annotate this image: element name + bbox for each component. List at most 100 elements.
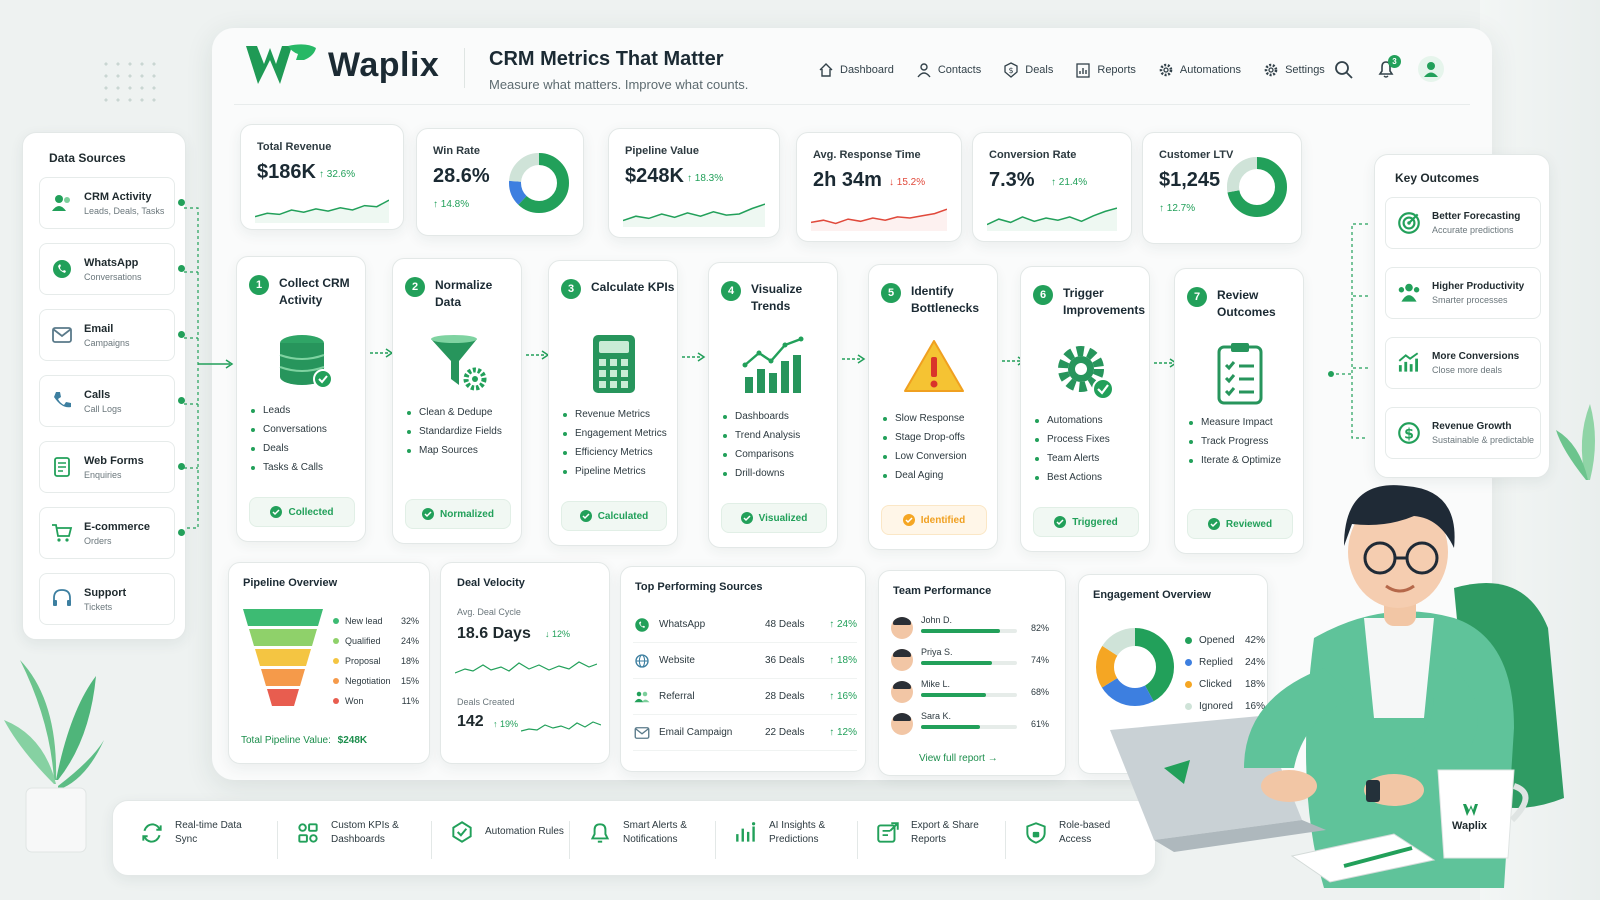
data-source-subtitle: Tickets	[84, 601, 113, 612]
source-row[interactable]: Email Campaign 22 Deals ↑ 12%	[633, 715, 857, 751]
step-bullet-item: Revenue Metrics	[563, 409, 675, 420]
legend-value: 24%	[400, 636, 419, 646]
feature-item[interactable]: Real-time Data Sync	[139, 819, 255, 847]
kpi-card[interactable]: Avg. Response Time 2h 34m ↓ 15.2%	[796, 132, 962, 242]
legend-value: 16%	[1244, 700, 1265, 712]
team-member-row: Mike L. 68%	[891, 677, 1059, 709]
kpi-card[interactable]: Total Revenue $186K ↑ 32.6%	[240, 124, 404, 230]
outcome-item[interactable]: More Conversions Close more deals	[1385, 337, 1541, 389]
process-step-card[interactable]: 2 Normalize Data Clean & Dedupe Standardize…	[392, 258, 522, 544]
step-bullet-item: Slow Response	[883, 413, 995, 424]
data-source-item[interactable]: E-commerce Orders	[39, 507, 175, 559]
data-source-text: Calls Call Logs	[84, 389, 122, 414]
step-bullet-item: Team Alerts	[1035, 453, 1147, 464]
source-row[interactable]: Website 36 Deals ↑ 18%	[633, 643, 857, 679]
source-row[interactable]: WhatsApp 48 Deals ↑ 24%	[633, 607, 857, 643]
step-icon-wrap	[1205, 339, 1275, 409]
process-step-card[interactable]: 5 Identify Bottlenecks Slow Response Stage …	[868, 264, 998, 550]
step-number: 1	[249, 275, 269, 295]
outcome-item[interactable]: Better Forecasting Accurate predictions	[1385, 197, 1541, 249]
dollar-icon: $	[1004, 62, 1018, 78]
view-full-report-link[interactable]: View full report →	[919, 753, 998, 764]
feature-item[interactable]: Smart Alerts & Notifications	[587, 819, 703, 847]
nav-dashboard[interactable]: Dashboard	[818, 62, 894, 78]
feature-label: Automation Rules	[485, 826, 564, 837]
member-percent: 82%	[1031, 623, 1050, 633]
donut-segment	[1227, 157, 1287, 217]
data-source-item[interactable]: Email Campaigns	[39, 309, 175, 361]
check-circle-icon	[579, 510, 592, 522]
feature-item[interactable]: Export & Share Reports	[875, 819, 991, 847]
analyst-illustration	[1110, 485, 1564, 888]
brand-logo[interactable]: Waplix	[244, 42, 439, 88]
step-title: Review Outcomes	[1217, 288, 1276, 319]
nav-settings[interactable]: Settings	[1263, 62, 1325, 78]
nav-deals[interactable]: $ Deals	[1003, 62, 1053, 78]
avatar-hair	[893, 617, 911, 625]
kpi-card[interactable]: Pipeline Value $248K ↑ 18.3%	[608, 128, 780, 238]
data-source-item[interactable]: Web Forms Enquiries	[39, 441, 175, 493]
nav-automations[interactable]: Automations	[1158, 62, 1241, 78]
kpi-value: 28.6%	[433, 165, 490, 187]
data-source-item[interactable]: WhatsApp Conversations	[39, 243, 175, 295]
user-avatar-icon	[1424, 62, 1438, 77]
data-source-item[interactable]: Calls Call Logs	[39, 375, 175, 427]
connector-dot	[178, 265, 185, 272]
kpi-value: $1,245	[1159, 169, 1221, 191]
kpi-card[interactable]: Customer LTV $1,245 ↑ 12.7%	[1142, 132, 1302, 244]
nav-contacts[interactable]: Contacts	[916, 62, 981, 78]
funnel-gear-icon	[431, 335, 487, 391]
kpi-change: ↓ 15.2%	[889, 177, 926, 188]
process-step-card[interactable]: 1 Collect CRM Activity Leads Conversations D…	[236, 256, 366, 542]
process-step-card[interactable]: 4 Visualize Trends Dashboards Trend Analysi…	[708, 262, 838, 548]
feature-item[interactable]: AI Insights & Predictions	[733, 819, 849, 847]
kpi-card[interactable]: Win Rate 28.6% ↑ 14.8%	[416, 128, 584, 236]
feature-strip: Real-time Data Sync Custom KPIs & Dashboa…	[112, 800, 1156, 876]
brand-name: Waplix	[328, 45, 440, 84]
step-bullet-item: Drill-downs	[723, 468, 835, 479]
step-bullet-item: Iterate & Optimize	[1189, 455, 1301, 466]
gear-icon	[1159, 63, 1173, 77]
data-source-item[interactable]: CRM Activity Leads, Deals, Tasks	[39, 177, 175, 229]
notification-count-badge: 3	[1388, 55, 1401, 68]
data-source-item[interactable]: Support Tickets	[39, 573, 175, 625]
source-row[interactable]: Referral 28 Deals ↑ 16%	[633, 679, 857, 715]
process-step-card[interactable]: 6 Trigger Improvements Automations Process …	[1020, 266, 1150, 552]
search-icon[interactable]	[1334, 60, 1354, 80]
nav-reports[interactable]: Reports	[1075, 62, 1136, 78]
outcome-item[interactable]: Higher Productivity Smarter processes	[1385, 267, 1541, 319]
source-name: Referral	[659, 691, 695, 702]
outcome-item[interactable]: $ Revenue Growth Sustainable & predictable	[1385, 407, 1541, 459]
process-step-card[interactable]: 3 Calculate KPIs Revenue Metrics Engagement…	[548, 260, 678, 546]
top-sources-title: Top Performing Sources	[635, 581, 763, 593]
step-bullet-item: Tasks & Calls	[251, 462, 363, 473]
avg-deal-cycle-value: 18.6 Days	[457, 625, 531, 642]
user-avatar[interactable]	[1418, 56, 1444, 82]
avg-deal-cycle-change: ↓ 12%	[545, 629, 571, 639]
feature-item[interactable]: Custom KPIs & Dashboards	[295, 819, 411, 847]
feature-item[interactable]: Automation Rules	[449, 819, 565, 845]
kpi-value: 2h 34m	[813, 169, 882, 191]
member-name: Mike L.	[921, 679, 951, 689]
avatar	[891, 649, 913, 671]
legend-value: 18%	[400, 656, 419, 666]
kpi-card[interactable]: Conversion Rate 7.3% ↑ 21.4%	[972, 132, 1132, 242]
people-icon	[52, 195, 70, 211]
process-step-card[interactable]: 7 Review Outcomes Measure Impact Track Prog…	[1174, 268, 1304, 554]
step-status-text: Normalized	[440, 508, 494, 520]
member-percent: 74%	[1031, 655, 1050, 665]
legend-label: Replied	[1199, 656, 1233, 668]
progress-fill	[921, 725, 980, 729]
data-source-subtitle: Leads, Deals, Tasks	[84, 205, 165, 216]
data-source-title: WhatsApp	[84, 256, 139, 269]
automation-icon	[452, 821, 472, 843]
data-source-text: Email Campaigns	[84, 323, 130, 348]
step-title: Identify Bottlenecks	[911, 284, 980, 315]
form-icon	[54, 457, 70, 477]
notifications-button[interactable]: 3	[1376, 55, 1401, 81]
feature-divider	[1005, 821, 1006, 859]
mail-icon	[634, 726, 650, 739]
trend-chart-icon	[742, 336, 804, 393]
feature-item[interactable]: Role-based Access	[1023, 819, 1139, 847]
legend-dot	[333, 678, 339, 684]
